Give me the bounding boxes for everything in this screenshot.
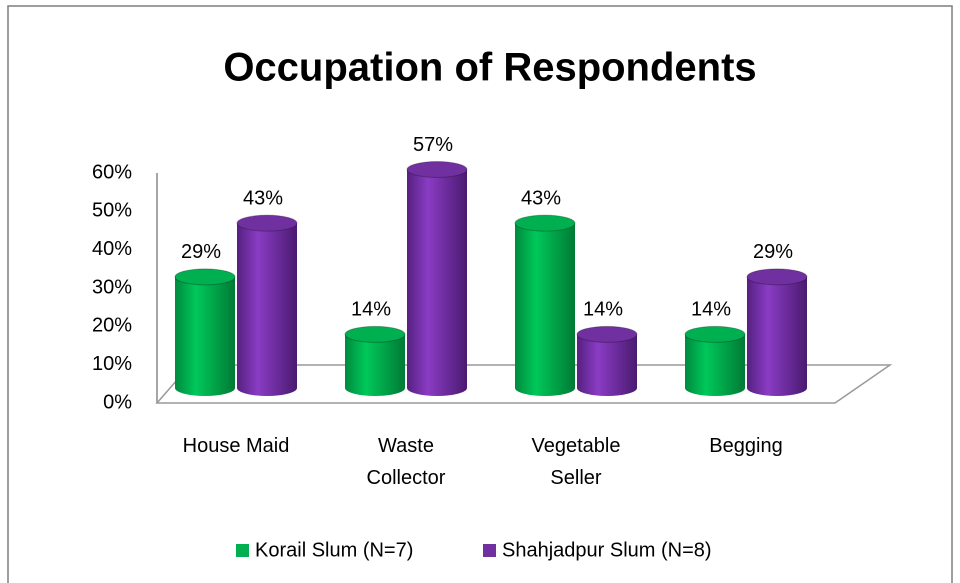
x-tick-label: House Maid	[182, 435, 290, 457]
bar-top	[174, 268, 236, 286]
bar-top	[514, 214, 576, 232]
data-label: 43%	[243, 187, 283, 209]
bar-body	[577, 334, 637, 396]
bar-body	[515, 223, 575, 396]
legend-label: Korail Slum (N=7)	[255, 539, 413, 561]
x-tick-label: Begging	[709, 435, 783, 457]
bar-body	[407, 169, 467, 396]
bar-body	[747, 276, 807, 396]
data-label: 14%	[583, 299, 623, 321]
bar-top	[684, 325, 746, 343]
bar	[576, 325, 638, 396]
bar-body	[345, 334, 405, 396]
chart-title: Occupation of Respondents	[223, 46, 756, 90]
y-tick-label: 20%	[92, 315, 132, 337]
legend-swatch	[483, 544, 496, 557]
bar	[344, 325, 406, 396]
data-label: 43%	[521, 187, 561, 209]
data-label: 29%	[181, 241, 221, 263]
bar-body	[175, 276, 235, 396]
bar	[514, 214, 576, 396]
bar	[746, 268, 808, 396]
data-label: 14%	[351, 299, 391, 321]
bar	[236, 214, 298, 396]
bar	[684, 325, 746, 396]
legend-label: Shahjadpur Slum (N=8)	[502, 539, 712, 561]
y-tick-label: 50%	[92, 200, 132, 222]
y-tick-label: 60%	[92, 161, 132, 183]
y-tick-label: 30%	[92, 276, 132, 298]
x-tick-label: Vegetable Seller	[531, 435, 621, 489]
bar-top	[344, 325, 406, 343]
legend-swatch	[236, 544, 249, 557]
data-label: 14%	[691, 299, 731, 321]
bar	[174, 268, 236, 396]
x-tick-label: Waste Collector	[366, 435, 446, 489]
y-tick-label: 10%	[92, 353, 132, 375]
y-tick-label: 40%	[92, 238, 132, 260]
bar-top	[406, 161, 468, 178]
data-label: 29%	[753, 241, 793, 263]
chart-border	[7, 5, 953, 583]
bar	[406, 161, 468, 396]
bar-top	[236, 214, 298, 232]
bar-top	[746, 268, 808, 286]
bar-top	[576, 325, 638, 343]
data-label: 57%	[413, 134, 453, 156]
bar-body	[685, 334, 745, 396]
bar-body	[237, 223, 297, 396]
y-tick-label: 0%	[103, 391, 132, 413]
